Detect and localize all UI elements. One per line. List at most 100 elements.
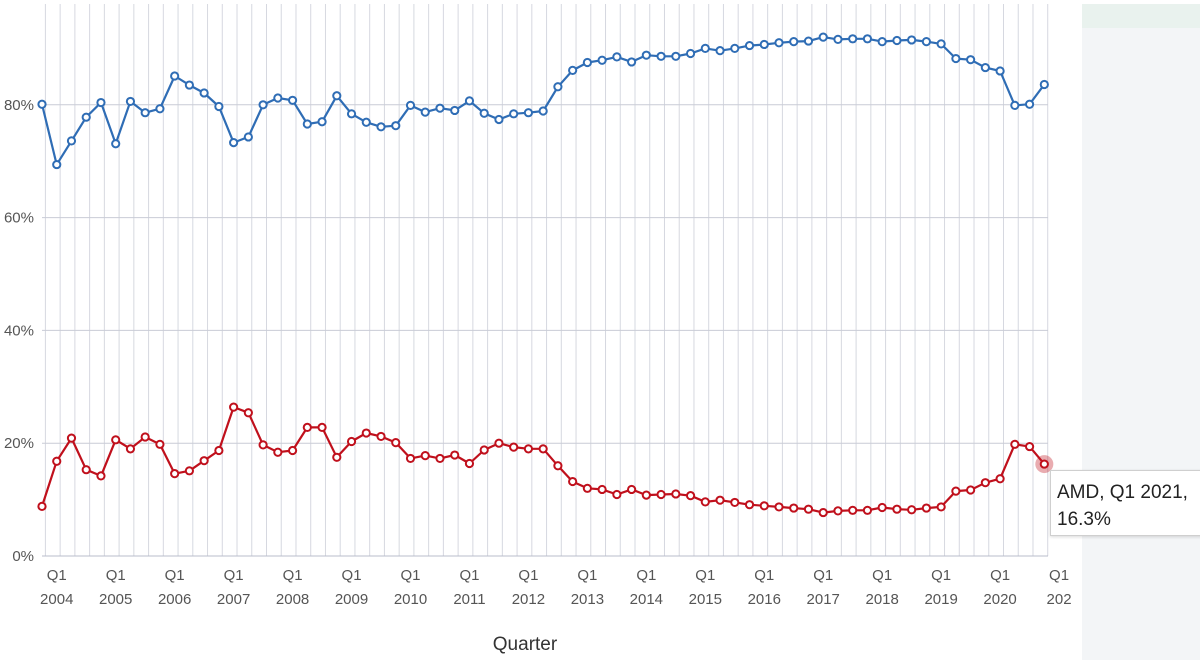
data-point[interactable] bbox=[966, 485, 976, 495]
data-point[interactable] bbox=[170, 469, 180, 479]
data-point[interactable] bbox=[464, 96, 475, 106]
data-point[interactable] bbox=[302, 422, 312, 433]
data-point[interactable] bbox=[184, 466, 194, 476]
data-point[interactable] bbox=[921, 37, 932, 47]
data-point[interactable] bbox=[995, 474, 1005, 484]
data-point[interactable] bbox=[627, 57, 637, 67]
data-point[interactable] bbox=[509, 109, 519, 119]
data-point[interactable] bbox=[361, 428, 371, 438]
data-point[interactable] bbox=[243, 408, 253, 418]
data-point[interactable] bbox=[700, 497, 710, 507]
data-point[interactable] bbox=[523, 108, 534, 118]
data-point[interactable] bbox=[877, 37, 887, 47]
data-point[interactable] bbox=[907, 505, 917, 515]
data-point[interactable] bbox=[111, 435, 121, 445]
data-point[interactable] bbox=[568, 65, 578, 75]
data-point[interactable] bbox=[361, 117, 371, 127]
data-point[interactable] bbox=[155, 439, 165, 449]
data-point[interactable] bbox=[921, 503, 932, 513]
data-point[interactable] bbox=[37, 501, 47, 511]
data-point[interactable] bbox=[125, 444, 136, 454]
data-point[interactable] bbox=[450, 105, 460, 116]
data-point[interactable] bbox=[81, 112, 91, 122]
data-point[interactable] bbox=[287, 95, 298, 105]
data-point[interactable] bbox=[52, 456, 62, 466]
data-point[interactable] bbox=[774, 502, 784, 512]
data-point[interactable] bbox=[553, 82, 563, 92]
data-point[interactable] bbox=[435, 103, 445, 113]
data-point[interactable] bbox=[803, 36, 814, 46]
data-point[interactable] bbox=[715, 46, 725, 56]
data-point[interactable] bbox=[125, 96, 136, 107]
data-point[interactable] bbox=[376, 431, 386, 442]
data-point[interactable] bbox=[96, 97, 106, 108]
data-point[interactable] bbox=[273, 447, 283, 457]
data-point[interactable] bbox=[951, 53, 961, 64]
data-point[interactable] bbox=[789, 503, 799, 513]
data-point[interactable] bbox=[1024, 441, 1035, 452]
data-point[interactable] bbox=[803, 504, 814, 514]
data-point[interactable] bbox=[848, 34, 858, 44]
data-point[interactable] bbox=[273, 93, 283, 103]
data-point[interactable] bbox=[671, 489, 681, 499]
data-point[interactable] bbox=[685, 491, 696, 501]
data-point[interactable] bbox=[523, 444, 534, 454]
data-point[interactable] bbox=[774, 38, 784, 48]
data-point[interactable] bbox=[184, 80, 194, 90]
data-point[interactable] bbox=[700, 43, 710, 54]
data-point[interactable] bbox=[597, 484, 607, 495]
data-point[interactable] bbox=[346, 109, 357, 119]
data-point[interactable] bbox=[494, 114, 504, 125]
data-point[interactable] bbox=[582, 483, 592, 493]
data-point[interactable] bbox=[111, 139, 121, 149]
data-point[interactable] bbox=[656, 489, 666, 500]
data-point[interactable] bbox=[140, 432, 150, 442]
data-point[interactable] bbox=[907, 35, 917, 45]
data-point[interactable] bbox=[612, 52, 622, 62]
data-point[interactable] bbox=[287, 445, 298, 456]
data-point[interactable] bbox=[862, 34, 873, 44]
data-point[interactable] bbox=[641, 50, 651, 60]
data-point[interactable] bbox=[302, 119, 312, 129]
data-point[interactable] bbox=[81, 465, 91, 475]
data-point[interactable] bbox=[479, 108, 489, 118]
data-point[interactable] bbox=[214, 101, 224, 112]
data-point[interactable] bbox=[656, 51, 666, 61]
data-point[interactable] bbox=[317, 422, 327, 433]
data-point[interactable] bbox=[391, 438, 401, 448]
data-point[interactable] bbox=[833, 506, 843, 516]
data-point[interactable] bbox=[479, 445, 489, 455]
data-point[interactable] bbox=[435, 453, 445, 464]
data-point[interactable] bbox=[966, 55, 976, 65]
data-point[interactable] bbox=[818, 507, 828, 518]
data-point[interactable] bbox=[538, 106, 548, 116]
data-point[interactable] bbox=[641, 490, 651, 500]
data-point[interactable] bbox=[627, 484, 637, 495]
data-point[interactable] bbox=[538, 444, 548, 454]
data-point[interactable] bbox=[509, 442, 519, 452]
data-point[interactable] bbox=[140, 108, 150, 118]
data-point[interactable] bbox=[612, 489, 622, 500]
data-point[interactable] bbox=[715, 495, 725, 505]
data-point[interactable] bbox=[494, 438, 504, 448]
data-point[interactable] bbox=[391, 121, 401, 131]
data-point[interactable] bbox=[464, 458, 475, 469]
data-point[interactable] bbox=[376, 122, 386, 132]
data-point[interactable] bbox=[1010, 100, 1020, 110]
data-point[interactable] bbox=[229, 402, 239, 412]
data-point[interactable] bbox=[229, 137, 239, 148]
data-point[interactable] bbox=[759, 501, 769, 511]
data-point[interactable] bbox=[52, 159, 62, 170]
data-point[interactable] bbox=[155, 104, 165, 114]
data-point[interactable] bbox=[332, 452, 342, 462]
data-point[interactable] bbox=[66, 136, 77, 146]
data-point[interactable] bbox=[685, 48, 696, 59]
data-point[interactable] bbox=[936, 39, 946, 49]
data-point[interactable] bbox=[730, 497, 740, 508]
data-point[interactable] bbox=[346, 436, 357, 447]
data-point[interactable] bbox=[892, 35, 902, 46]
data-point[interactable] bbox=[995, 66, 1005, 76]
data-point[interactable] bbox=[789, 37, 799, 47]
data-point[interactable] bbox=[568, 476, 578, 487]
data-point[interactable] bbox=[37, 99, 47, 109]
